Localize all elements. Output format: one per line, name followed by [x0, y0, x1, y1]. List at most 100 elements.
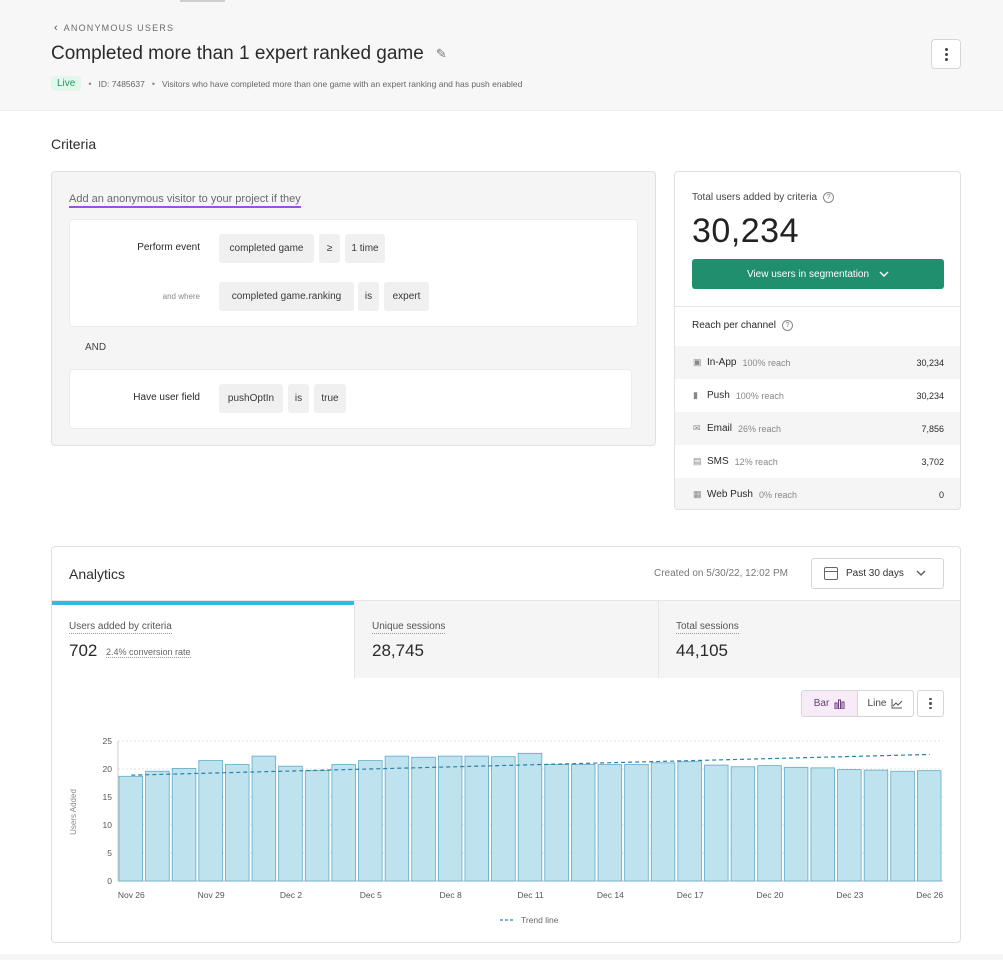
channel-row-push: ▮ Push 100% reach 30,234 [675, 379, 960, 412]
line-chart-icon [891, 698, 903, 708]
x-axis: Nov 26 Nov 29 Dec 2 Dec 5 Dec 8 Dec 11 Dec 14 D… [118, 890, 944, 900]
x-tick-label: Nov 29 [198, 890, 225, 900]
rule-user-field: Have user field pushOptIn is true [69, 369, 632, 429]
conjunction-label: AND [85, 342, 107, 353]
pencil-icon[interactable]: ✎ [435, 46, 447, 61]
segment-id: ID: 7485637 [98, 78, 145, 89]
kebab-dot [929, 697, 932, 701]
chart-bar [491, 756, 516, 882]
channel-name: Push [707, 390, 730, 401]
chart-bar [517, 752, 543, 882]
chart-bar [677, 761, 702, 882]
chevron-left-icon: ‹ [54, 22, 58, 34]
page-title: Completed more than 1 expert ranked game [51, 43, 424, 64]
in-app-icon: ▣ [693, 357, 702, 367]
separator-dot: • [151, 78, 155, 89]
date-range-label: Past 30 days [846, 568, 904, 579]
event-chip[interactable]: completed game [219, 234, 314, 263]
chart-bar [624, 764, 649, 882]
sms-icon: ▤ [693, 456, 702, 466]
users-added-chart: 0 5 10 15 20 25 Nov 26 Nov 29 Dec 2 Dec 5 Dec 8 De… [69, 736, 944, 925]
help-icon[interactable]: ? [823, 192, 835, 203]
x-tick-label: Dec 11 [517, 890, 544, 900]
x-tick-label: Dec 26 [916, 890, 943, 900]
chart-bar [704, 764, 729, 882]
view-users-button[interactable]: View users in segmentation [692, 259, 944, 289]
line-toggle-label: Line [867, 698, 887, 709]
chart-bar [730, 766, 756, 882]
top-tab-indicator [180, 0, 225, 2]
active-tab-indicator [52, 601, 354, 605]
tab-label: Total sessions [676, 621, 739, 634]
trend-line-group [131, 753, 930, 776]
kebab-dot [944, 52, 948, 56]
channel-reach: 100% reach [735, 390, 784, 401]
chart-bar [464, 755, 489, 882]
field-chip[interactable]: completed game.ranking [219, 282, 354, 311]
user-field-chip[interactable]: pushOptIn [219, 384, 283, 413]
user-field-value-chip[interactable]: true [314, 384, 346, 413]
chart-options-button[interactable] [917, 690, 944, 717]
channel-row-in-app: ▣ In-App 100% reach 30,234 [675, 346, 960, 379]
more-options-button[interactable] [931, 39, 961, 69]
chart-legend: Trend line [500, 915, 559, 925]
help-icon[interactable]: ? [781, 320, 793, 331]
status-badge: Live [51, 76, 82, 91]
chart-bar [198, 760, 223, 882]
chart-bar [544, 764, 569, 882]
y-tick-label: 15 [103, 792, 113, 802]
channel-count: 30,234 [916, 390, 944, 401]
email-icon: ✉ [693, 423, 701, 433]
tab-total-sessions[interactable]: Total sessions 44,105 [658, 601, 960, 678]
push-icon: ▮ [693, 390, 698, 400]
operator-chip[interactable]: ≥ [319, 234, 340, 263]
y-tick-label: 5 [107, 848, 112, 858]
x-tick-label: Dec 2 [280, 890, 302, 900]
bar-toggle-button[interactable]: Bar [802, 691, 858, 716]
chart-bars [118, 752, 942, 882]
chart-bar [278, 765, 303, 882]
chart-bar [597, 764, 623, 882]
page-header: ‹ ANONYMOUS USERS Completed more than 1 … [0, 0, 1003, 111]
created-on-text: Created on 5/30/22, 12:02 PM [654, 568, 788, 579]
channel-count: 7,856 [921, 423, 944, 434]
chart-bar [304, 770, 330, 882]
chart-bar [890, 770, 915, 882]
where-label: and where [162, 292, 200, 301]
chart-bar [171, 768, 197, 882]
divider [675, 306, 960, 307]
trend-line [131, 753, 930, 776]
page-title-row: Completed more than 1 expert ranked game… [51, 43, 447, 65]
tab-users-added[interactable]: Users added by criteria 702 2.4% convers… [52, 601, 354, 678]
line-toggle-button[interactable]: Line [858, 691, 913, 716]
rule-perform-event: Perform event completed game ≥ 1 time an… [69, 219, 638, 327]
count-chip[interactable]: 1 time [345, 234, 385, 263]
breadcrumb-label[interactable]: ANONYMOUS USERS [63, 23, 175, 33]
user-field-operator-chip[interactable]: is [288, 384, 309, 413]
tab-unique-sessions[interactable]: Unique sessions 28,745 [354, 601, 658, 678]
separator-dot: • [88, 78, 92, 89]
date-range-dropdown[interactable]: Past 30 days [811, 558, 944, 589]
channel-name: Email [707, 423, 733, 434]
kebab-dot [944, 47, 948, 51]
channel-name: SMS [707, 456, 729, 467]
y-tick-label: 0 [107, 876, 112, 886]
breadcrumb[interactable]: ‹ ANONYMOUS USERS [54, 22, 174, 34]
trend-legend-label: Trend line [521, 915, 559, 925]
chart-bar [145, 770, 170, 882]
chart-bar [118, 775, 144, 882]
channel-count: 3,702 [921, 456, 944, 467]
footer-strip [0, 954, 1003, 960]
bar-toggle-label: Bar [813, 698, 830, 709]
kebab-dot [929, 706, 932, 710]
y-tick-label: 20 [103, 764, 113, 774]
field-value-chip[interactable]: expert [384, 282, 429, 311]
rule-label: Perform event [137, 242, 200, 253]
tab-value: 44,105 [676, 641, 728, 660]
chart-bar [437, 755, 463, 882]
field-operator-chip[interactable]: is [358, 282, 379, 311]
analytics-card: Analytics Created on 5/30/22, 12:02 PM P… [51, 546, 961, 943]
chart-bar [331, 764, 356, 882]
bar-chart-icon [834, 699, 845, 709]
tab-label: Users added by criteria [69, 621, 172, 634]
